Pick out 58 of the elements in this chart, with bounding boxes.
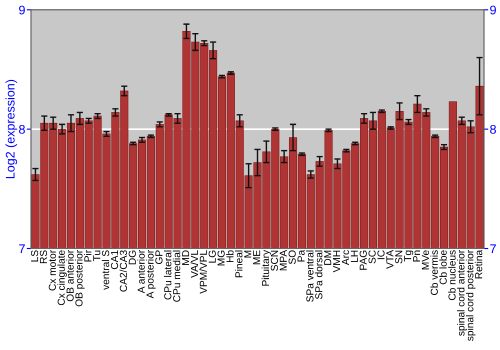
y2-tick-label: 9 (490, 6, 496, 14)
x-tick-label: LG (208, 250, 216, 263)
x-tick-label: Tg (404, 250, 414, 262)
y-tick-label: 8 (19, 124, 25, 134)
x-tick-label: RS (40, 250, 48, 264)
x-tick-label: VTA (386, 250, 394, 269)
x-tick-label: SO (288, 250, 296, 264)
x-tick-label: Cb lobe (439, 250, 447, 284)
x-tick-label: OB posterior (75, 250, 85, 306)
x-tick-label: PAG (360, 250, 367, 270)
x-tick-label: Pa (298, 250, 305, 262)
x-tick-label: CPu lateral (164, 250, 172, 300)
x-tick-label: GP (155, 250, 163, 264)
y-axis-title: Log2 (expression) (5, 80, 18, 178)
x-tick-label: Pineal (235, 250, 242, 278)
x-tick-label: MPA (280, 250, 287, 270)
x-tick-label: Arc (342, 250, 350, 266)
x-tick-label: ventral S (102, 250, 110, 290)
x-tick-label: Retina (474, 250, 482, 278)
x-tick-label: Cb nucleus (448, 250, 456, 300)
x-tick-label: Tu (93, 250, 100, 262)
x-tick-label: DG (128, 250, 136, 264)
x-tick-label: Cb vermis (430, 250, 438, 295)
x-tick-label: Hb (226, 250, 234, 262)
x-tick-label: VPM/VPL (199, 250, 207, 294)
x-tick-label: Pir (84, 250, 92, 262)
y2-tick-label: 8 (490, 124, 496, 134)
x-tick-label: LS (30, 250, 38, 262)
x-tick-label: CA2/CA3 (120, 250, 127, 292)
x-tick-label: Pituitary (262, 250, 272, 286)
x-tick-label: IC (377, 250, 385, 260)
y-tick-label: 9 (19, 6, 25, 14)
y-tick-label: 7 (19, 244, 25, 254)
x-tick-label: MVe (422, 250, 429, 270)
x-tick-label: Pn (413, 250, 420, 262)
x-tick-label: OB anterior (66, 250, 74, 302)
x-tick-label: VMH (333, 250, 340, 272)
x-tick-label: M (244, 250, 252, 258)
x-tick-label: MG (218, 250, 225, 266)
x-tick-label: SC (368, 250, 376, 264)
x-tick-label: ME (253, 250, 260, 264)
y2-tick-label: 7 (490, 244, 496, 254)
x-tick-label: spinal cord anterior (457, 250, 467, 336)
x-tick-label: CPu medial (172, 250, 180, 302)
x-tick-label: VA/VL (190, 250, 198, 278)
x-tick-label: spinal cord posterior (466, 250, 476, 341)
x-tick-label: SN (395, 250, 402, 264)
x-tick-label: Cx cingulate (57, 250, 67, 306)
x-tick-label: DM (324, 250, 332, 265)
x-tick-label: A posterior (146, 250, 156, 298)
x-tick-label: SPa ventral (306, 250, 314, 302)
x-tick-label: CA1 (110, 250, 118, 270)
x-tick-label: SPa dorsal (314, 250, 322, 300)
x-tick-label: LH (350, 250, 358, 262)
x-tick-label: Cx motor (48, 250, 56, 290)
x-tick-label: MD (182, 250, 190, 265)
x-tick-label: SCN (270, 250, 278, 271)
x-tick-label: A anterior (137, 250, 145, 294)
